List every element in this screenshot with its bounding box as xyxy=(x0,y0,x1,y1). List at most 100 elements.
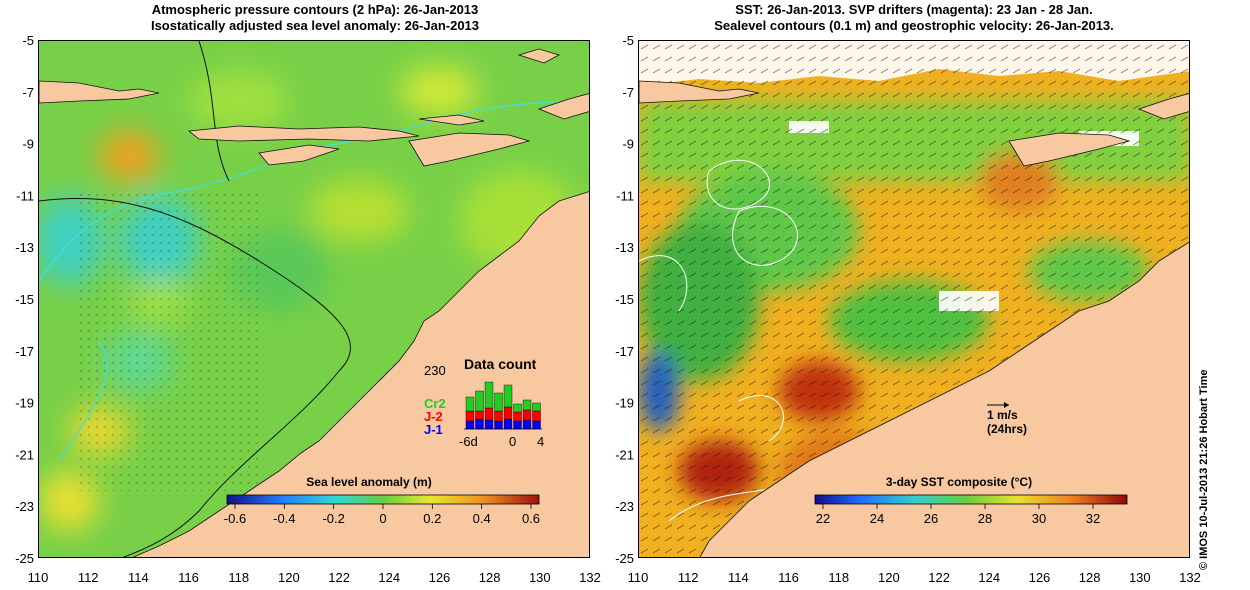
sla-colorbar-ticks: -0.6 -0.4 -0.2 0 0.2 0.4 0.6 xyxy=(224,504,540,526)
lat-tick-label: -7 xyxy=(622,85,634,100)
lat-tick-label: -25 xyxy=(15,551,34,566)
inset-bar-segment xyxy=(532,410,541,422)
inset-bar-segment xyxy=(465,420,475,430)
lat-tick-label: -15 xyxy=(15,292,34,307)
inset-bar-segment xyxy=(503,384,513,408)
sst-map-svg: 1 m/s (24hrs) 3-day SST composite (°C) 2… xyxy=(639,41,1189,557)
inset-bar-segment xyxy=(503,406,513,420)
inset-bar-segment xyxy=(532,402,541,412)
lon-tick-label: 126 xyxy=(1029,570,1051,585)
inset-bar-segment xyxy=(475,390,484,412)
sla-colorbar-label: Sea level anomaly (m) xyxy=(306,475,431,489)
lat-tick-label: -9 xyxy=(22,137,34,152)
sst-land xyxy=(639,80,1189,557)
inset-bar-segment xyxy=(494,410,503,422)
inset-bar-segment xyxy=(465,396,475,412)
lon-tick-label: 132 xyxy=(579,570,601,585)
colorbar-tick-label: 22 xyxy=(816,511,830,526)
lon-tick-label: 120 xyxy=(878,570,900,585)
lon-tick-label: 116 xyxy=(778,570,799,585)
lon-tick-label: 112 xyxy=(678,570,699,585)
lon-tick-label: 120 xyxy=(278,570,300,585)
colorbar-tick-label: 0 xyxy=(379,511,386,526)
lon-tick-label: 128 xyxy=(479,570,501,585)
lat-tick-label: -5 xyxy=(22,33,34,48)
colorbar-tick-label: 24 xyxy=(870,511,884,526)
inset-series-j2: J-2 xyxy=(424,409,443,424)
credit: © IMOS 10-Jul-2013 21:26 Hobart Time xyxy=(1198,370,1210,570)
inset-bar-segment xyxy=(494,392,503,412)
lon-tick-label: 110 xyxy=(628,570,649,585)
colorbar-tick-label: -0.4 xyxy=(273,511,295,526)
left-title-line1: Atmospheric pressure contours (2 hPa): 2… xyxy=(151,2,479,17)
inset-bar-segment xyxy=(484,381,494,409)
colorbar-tick-label: 0.6 xyxy=(522,511,540,526)
lat-tick-label: -25 xyxy=(615,551,634,566)
inset-bar-segment xyxy=(494,420,503,430)
colorbar-tick-label: -0.2 xyxy=(322,511,344,526)
lat-tick-label: -15 xyxy=(615,292,634,307)
lat-tick-label: -19 xyxy=(615,396,634,411)
lon-tick-label: 130 xyxy=(529,570,551,585)
sea-level-anomaly-map: Sea level anomaly (m) -0.6 -0.4 -0.2 0 0.2 0.… xyxy=(38,40,590,558)
lat-tick-label: -13 xyxy=(615,240,634,255)
lat-tick-label: -17 xyxy=(615,344,634,359)
lat-tick-label: -21 xyxy=(15,447,34,462)
inset-xtick-zero: 0 xyxy=(509,434,516,449)
lon-tick-label: 112 xyxy=(78,570,99,585)
lon-tick-label: 118 xyxy=(228,570,249,585)
lat-tick-label: -9 xyxy=(622,137,634,152)
data-count-inset: Data count 230 -6d 0 4 Cr2 J-2 J-1 xyxy=(424,356,544,449)
lat-tick-label: -21 xyxy=(615,447,634,462)
lat-tick-label: -17 xyxy=(15,344,34,359)
inset-series-cr2: Cr2 xyxy=(424,396,446,411)
sst-colorbar-label: 3-day SST composite (°C) xyxy=(886,475,1032,489)
inset-bar-segment xyxy=(532,420,541,430)
colorbar-tick-label: 0.4 xyxy=(473,511,491,526)
right-title: SST: 26-Jan-2013. SVP drifters (magenta)… xyxy=(640,2,1188,34)
inset-series-j1: J-1 xyxy=(424,422,443,437)
inset-bar-segment xyxy=(475,418,484,430)
inset-bar-segment xyxy=(513,420,522,430)
lat-tick-label: -7 xyxy=(22,85,34,100)
inset-bar-segment xyxy=(522,419,532,430)
lat-tick-label: -13 xyxy=(15,240,34,255)
lon-tick-label: 114 xyxy=(128,570,149,585)
inset-bar-segment xyxy=(522,409,532,421)
inset-bar-segment xyxy=(513,403,522,413)
inset-bar-segment xyxy=(484,419,494,430)
credit-text: © IMOS 10-Jul-2013 21:26 Hobart Time xyxy=(1198,370,1210,570)
inset-bar-segment xyxy=(475,410,484,420)
sla-map-svg: Sea level anomaly (m) -0.6 -0.4 -0.2 0 0.2 0.… xyxy=(39,41,589,557)
lat-tick-label: -23 xyxy=(615,499,634,514)
lon-tick-label: 118 xyxy=(828,570,849,585)
lat-tick-label: -5 xyxy=(622,33,634,48)
inset-xtick-start: -6d xyxy=(459,434,478,449)
right-title-line1: SST: 26-Jan-2013. SVP drifters (magenta)… xyxy=(735,2,1093,17)
lon-tick-label: 122 xyxy=(328,570,350,585)
inset-bar-segment xyxy=(503,418,513,430)
sst-colorbar-ticks: 22 24 26 28 30 32 xyxy=(816,504,1100,526)
left-title-line2: Isostatically adjusted sea level anomaly… xyxy=(150,18,480,33)
lon-tick-label: 122 xyxy=(928,570,950,585)
lon-tick-label: 116 xyxy=(178,570,199,585)
inset-ymax-label: 230 xyxy=(424,363,446,378)
lat-tick-label: -23 xyxy=(15,499,34,514)
lon-tick-label: 128 xyxy=(1079,570,1101,585)
sst-colorbar xyxy=(814,494,1128,505)
sla-colorbar xyxy=(226,494,540,505)
colorbar-tick-label: -0.6 xyxy=(224,511,246,526)
lat-tick-label: -11 xyxy=(16,188,34,203)
inset-bars xyxy=(465,381,541,430)
colorbar-tick-label: 30 xyxy=(1032,511,1046,526)
inset-bar-segment xyxy=(465,410,475,422)
lon-tick-label: 130 xyxy=(1129,570,1151,585)
inset-bar-segment xyxy=(513,411,522,422)
inset-xtick-end: 4 xyxy=(537,434,544,449)
lat-tick-label: -11 xyxy=(616,188,634,203)
inset-bar-segment xyxy=(484,407,494,421)
lon-tick-label: 124 xyxy=(978,570,1000,585)
lon-tick-label: 110 xyxy=(28,570,49,585)
colorbar-tick-label: 0.2 xyxy=(423,511,441,526)
lon-tick-label: 126 xyxy=(429,570,451,585)
